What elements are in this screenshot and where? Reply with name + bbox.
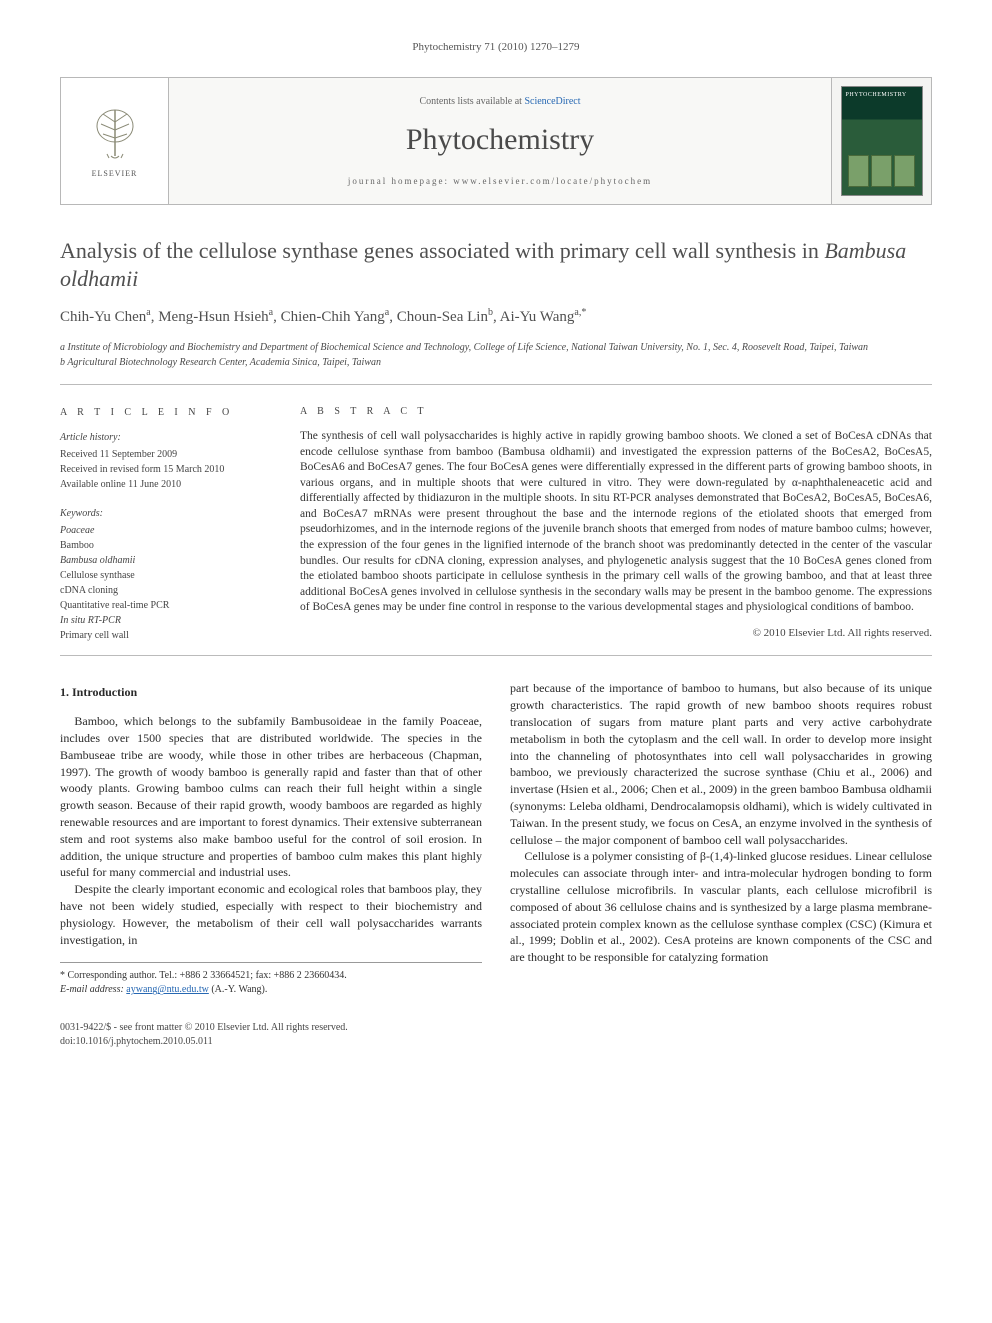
corresponding-line: * Corresponding author. Tel.: +886 2 336… [60, 969, 482, 983]
publisher-logo-block: ELSEVIER [61, 78, 169, 204]
keyword: Bambusa oldhamii [60, 555, 135, 566]
body-paragraph: Cellulose is a polymer consisting of β-(… [510, 848, 932, 966]
contents-available-line: Contents lists available at ScienceDirec… [419, 95, 580, 109]
body-paragraph: part because of the importance of bamboo… [510, 680, 932, 848]
history-label: Article history: [60, 430, 260, 445]
sciencedirect-link[interactable]: ScienceDirect [524, 96, 580, 107]
author: Chih-Yu Chen [60, 309, 146, 325]
cover-thumb-title: PHYTOCHEMISTRY [842, 87, 922, 103]
page-footer: 0031-9422/$ - see front matter © 2010 El… [60, 1015, 932, 1049]
keywords-label: Keywords: [60, 506, 260, 521]
keyword: cDNA cloning [60, 583, 260, 598]
body-paragraph: Despite the clearly important economic a… [60, 881, 482, 948]
article-info: A R T I C L E I N F O Article history: R… [60, 405, 260, 643]
contents-prefix: Contents lists available at [419, 96, 524, 107]
history-list: Received 11 September 2009 Received in r… [60, 447, 260, 492]
author: Chien-Chih Yang [281, 309, 385, 325]
keyword: Quantitative real-time PCR [60, 598, 260, 613]
affiliations: a Institute of Microbiology and Biochemi… [60, 340, 932, 385]
author: Ai-Yu Wang [500, 309, 575, 325]
page-citation: Phytochemistry 71 (2010) 1270–1279 [60, 40, 932, 55]
affiliation: a Institute of Microbiology and Biochemi… [60, 340, 932, 355]
abstract-block: A B S T R A C T The synthesis of cell wa… [300, 405, 932, 643]
banner-center: Contents lists available at ScienceDirec… [169, 78, 831, 204]
journal-homepage: journal homepage: www.elsevier.com/locat… [348, 175, 652, 188]
publisher-name: ELSEVIER [92, 168, 138, 179]
author-sup: a [146, 307, 150, 318]
keyword: Poaceae [60, 525, 94, 536]
doi-line: doi:10.1016/j.phytochem.2010.05.011 [60, 1035, 348, 1049]
elsevier-tree-icon [85, 104, 145, 164]
front-matter-line: 0031-9422/$ - see front matter © 2010 El… [60, 1021, 348, 1035]
email-label: E-mail address: [60, 984, 124, 995]
author-sup: a [269, 307, 273, 318]
section-heading: 1. Introduction [60, 684, 482, 701]
footer-left: 0031-9422/$ - see front matter © 2010 El… [60, 1021, 348, 1049]
abstract-text: The synthesis of cell wall polysaccharid… [300, 429, 932, 615]
meta-row: A R T I C L E I N F O Article history: R… [60, 391, 932, 656]
author-list: Chih-Yu Chena, Meng-Hsun Hsieha, Chien-C… [60, 306, 932, 328]
abstract-copyright: © 2010 Elsevier Ltd. All rights reserved… [300, 626, 932, 641]
body-paragraph: Bamboo, which belongs to the subfamily B… [60, 713, 482, 881]
author: Meng-Hsun Hsieh [158, 309, 268, 325]
body-columns: 1. Introduction Bamboo, which belongs to… [60, 680, 932, 997]
history-item: Received in revised form 15 March 2010 [60, 462, 260, 477]
journal-name: Phytochemistry [406, 119, 594, 161]
author-sup: b [488, 307, 493, 318]
article-info-heading: A R T I C L E I N F O [60, 405, 260, 420]
cover-thumbnail: PHYTOCHEMISTRY [841, 86, 923, 196]
title-plain: Analysis of the cellulose synthase genes… [60, 238, 824, 263]
keyword: Primary cell wall [60, 628, 260, 643]
author: Choun-Sea Lin [397, 309, 488, 325]
email-suffix: (A.-Y. Wang). [211, 984, 267, 995]
cover-thumb-images [848, 155, 916, 187]
affiliation: b Agricultural Biotechnology Research Ce… [60, 355, 932, 370]
corresponding-email-link[interactable]: aywang@ntu.edu.tw [126, 984, 209, 995]
cover-thumbnail-block: PHYTOCHEMISTRY [831, 78, 931, 204]
keyword: In situ RT-PCR [60, 615, 121, 626]
history-item: Available online 11 June 2010 [60, 477, 260, 492]
abstract-heading: A B S T R A C T [300, 405, 932, 419]
keywords-list: Poaceae Bamboo Bambusa oldhamii Cellulos… [60, 523, 260, 643]
history-item: Received 11 September 2009 [60, 447, 260, 462]
keyword: Cellulose synthase [60, 568, 260, 583]
article-title: Analysis of the cellulose synthase genes… [60, 237, 932, 292]
author-sup: a [385, 307, 389, 318]
author-sup: a,* [574, 307, 586, 318]
corresponding-footnote: * Corresponding author. Tel.: +886 2 336… [60, 962, 482, 997]
keyword: Bamboo [60, 538, 260, 553]
journal-banner: ELSEVIER Contents lists available at Sci… [60, 77, 932, 205]
